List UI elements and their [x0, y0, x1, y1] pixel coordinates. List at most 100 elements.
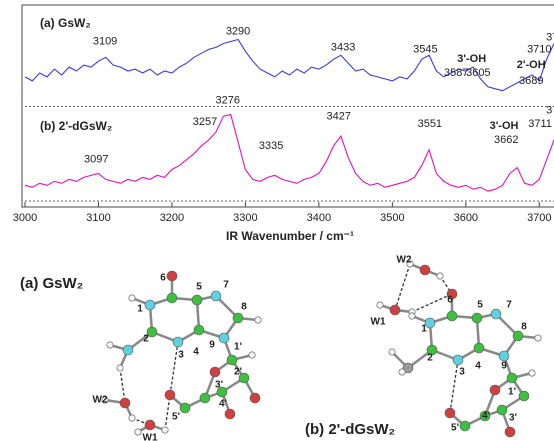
atom [135, 429, 141, 435]
atom [447, 311, 457, 321]
atom [233, 313, 243, 323]
atom [165, 390, 175, 400]
atom-label: 8 [241, 302, 247, 313]
atom-label: 6 [447, 295, 453, 306]
atom-label: 1' [234, 342, 242, 353]
atom [420, 265, 430, 275]
atom-label: 4 [475, 361, 481, 372]
x-tick-label: 3200 [160, 212, 184, 224]
atom-label: W1 [143, 433, 158, 441]
atom [225, 409, 235, 419]
peak-label: 3433 [331, 41, 355, 53]
atom [399, 369, 405, 375]
atom-label: W2 [397, 255, 412, 266]
peak-label: 3335 [259, 140, 283, 152]
atom [529, 370, 535, 376]
peak-label: 3711 [528, 118, 552, 130]
atom-label: 1 [421, 324, 427, 335]
atom-label: 8 [521, 322, 527, 333]
atom-label: 9 [501, 361, 507, 372]
x-tick-label: 3500 [380, 212, 404, 224]
peak-label: 3'-OH [457, 53, 486, 65]
atom [519, 391, 529, 401]
atom [129, 415, 135, 421]
atom [219, 333, 229, 343]
peak-label: 3689 [519, 75, 543, 87]
atom-label: 9 [209, 340, 215, 351]
hydrogen-bond [120, 368, 125, 403]
atom [200, 393, 210, 403]
x-tick-label: 3400 [307, 212, 331, 224]
peak-label: 3662 [494, 134, 518, 146]
atom-label: 3 [178, 350, 184, 361]
x-tick-label: 3000 [13, 212, 37, 224]
structure-title: (b) 2'-dGsW₂ [305, 421, 395, 438]
atom-label: 5' [451, 423, 459, 434]
atom [162, 427, 168, 433]
atom [472, 313, 482, 323]
atom [173, 337, 183, 347]
atom-label: 7 [223, 280, 229, 291]
atom [474, 343, 484, 353]
series-label: (b) 2'-dGsW₂ [40, 119, 112, 133]
peak-label: 3276 [216, 94, 240, 106]
atom [120, 398, 130, 408]
atom [507, 373, 517, 383]
atom [490, 385, 500, 395]
series-label: (a) GsW₂ [40, 16, 91, 30]
atom [145, 420, 155, 430]
atom [255, 317, 261, 323]
hydrogen-bond [412, 294, 452, 312]
peak-label: 3545 [413, 43, 437, 55]
peak-label: 3427 [326, 110, 350, 122]
atom [437, 273, 443, 279]
atom [445, 408, 455, 418]
peak-label: 3'-OH [490, 120, 519, 132]
peak-label: 3710 [527, 43, 551, 55]
atom [194, 325, 204, 335]
atom [123, 345, 133, 355]
atom [499, 351, 509, 361]
atom [460, 421, 470, 431]
atom-label: 2' [234, 367, 242, 378]
atom-label: W1 [371, 317, 386, 328]
atom-label: 4 [193, 347, 199, 358]
hydrogen-bond [450, 360, 458, 413]
atom-label: 2 [427, 353, 433, 364]
atom [210, 367, 220, 377]
figure: IR Wavenumber / cm⁻¹ (a) GsW₂ (b) 2'-dGs… [0, 0, 554, 441]
peak-label: 3551 [418, 118, 442, 130]
structure-title: (a) GsW₂ [20, 275, 83, 292]
atom [167, 271, 177, 281]
atom-label: 3 [459, 367, 465, 378]
x-tick-label: 3600 [454, 212, 478, 224]
peak-label: 3587 [444, 67, 468, 79]
atom-label: 3' [509, 413, 517, 424]
hydrogen-bond [170, 342, 178, 395]
atom-label: 5 [196, 282, 202, 293]
peak-label: 3290 [226, 26, 250, 38]
atom [167, 293, 177, 303]
hydrogen-bond [165, 395, 170, 430]
atom [497, 405, 507, 415]
x-tick-label: 3700 [527, 212, 551, 224]
atom [377, 302, 383, 308]
atom [145, 300, 155, 310]
atom [129, 295, 135, 301]
atom-label: 7 [506, 300, 512, 311]
atom [491, 309, 501, 319]
atom-label: 5' [172, 412, 180, 423]
atom [107, 342, 113, 348]
x-tick-label: 3300 [233, 212, 257, 224]
atom [409, 313, 415, 319]
peak-label: 2'-OH [517, 59, 546, 71]
atom [192, 295, 202, 305]
x-axis-label: IR Wavenumber / cm⁻¹ [226, 229, 354, 243]
atom-label: 4' [482, 411, 490, 422]
atom-label: 1 [137, 304, 143, 315]
peak-label: 3605 [466, 67, 490, 79]
peak-label: 3097 [84, 154, 108, 166]
peak-label: 3109 [93, 35, 117, 47]
hydrogen-bond [395, 264, 410, 310]
atom [250, 393, 260, 403]
